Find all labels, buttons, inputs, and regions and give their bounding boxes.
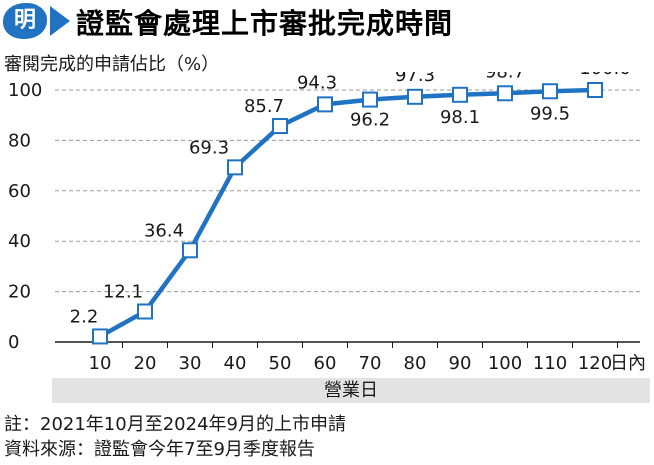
- data-point: [138, 305, 152, 319]
- x-tick-label: 10: [89, 353, 112, 374]
- data-label: 69.3: [189, 137, 229, 158]
- data-point: [588, 83, 602, 97]
- y-tick-label: 100: [8, 80, 42, 101]
- y-tick-label: 20: [8, 282, 31, 303]
- data-label: 100.0: [579, 72, 631, 79]
- chart-header: 明 證監會處理上市審批完成時間: [0, 0, 654, 44]
- x-tick-label: 30: [179, 353, 202, 374]
- x-tick-label: 110: [533, 353, 567, 374]
- y-tick-label: 60: [8, 181, 31, 202]
- arrow-icon: [50, 6, 70, 36]
- data-point: [363, 93, 377, 107]
- x-tick-label: 70: [359, 353, 382, 374]
- y-tick-label: 40: [8, 231, 31, 252]
- data-point: [318, 97, 332, 111]
- x-tick-label: 100: [488, 353, 522, 374]
- data-point: [183, 243, 197, 257]
- x-tick-label: 20: [134, 353, 157, 374]
- y-tick-label: 0: [8, 332, 19, 353]
- x-tick-label: 120: [578, 353, 612, 374]
- data-label: 94.3: [297, 72, 337, 93]
- x-tick-label: 50: [269, 353, 292, 374]
- data-label: 98.1: [440, 107, 480, 128]
- x-tick-label: 80: [404, 353, 427, 374]
- data-point: [93, 329, 107, 343]
- x-tick-label: 90: [449, 353, 472, 374]
- data-point: [408, 90, 422, 104]
- data-label: 2.2: [70, 306, 99, 327]
- data-label: 98.7: [485, 72, 525, 82]
- line-chart: 0 20 40 60 80 100 10 20 30 40 50 60 70 80 90 100 110 120日…: [0, 72, 654, 378]
- data-point: [228, 160, 242, 174]
- x-axis-label: 營業日: [52, 378, 650, 403]
- data-point: [498, 86, 512, 100]
- chart-title: 證監會處理上市審批完成時間: [76, 2, 453, 42]
- x-tick-label: 40: [224, 353, 247, 374]
- source-note: 資料來源：證監會今年7至9月季度報告: [4, 435, 315, 461]
- data-point: [273, 119, 287, 133]
- y-tick-label: 80: [8, 130, 31, 151]
- data-label: 96.2: [350, 110, 390, 131]
- x-tick-label: 60: [314, 353, 337, 374]
- data-point: [543, 84, 557, 98]
- logo: 明: [3, 3, 47, 39]
- series-line: [100, 90, 595, 336]
- footnote: 註：2021年10月至2024年9月的上市申請: [4, 410, 346, 436]
- data-label: 99.5: [530, 103, 570, 124]
- data-label: 85.7: [244, 96, 284, 117]
- data-point: [453, 88, 467, 102]
- x-unit-label: 日內: [610, 353, 646, 374]
- data-label: 36.4: [144, 220, 184, 241]
- data-label: 12.1: [103, 282, 143, 303]
- data-label: 97.3: [395, 72, 435, 86]
